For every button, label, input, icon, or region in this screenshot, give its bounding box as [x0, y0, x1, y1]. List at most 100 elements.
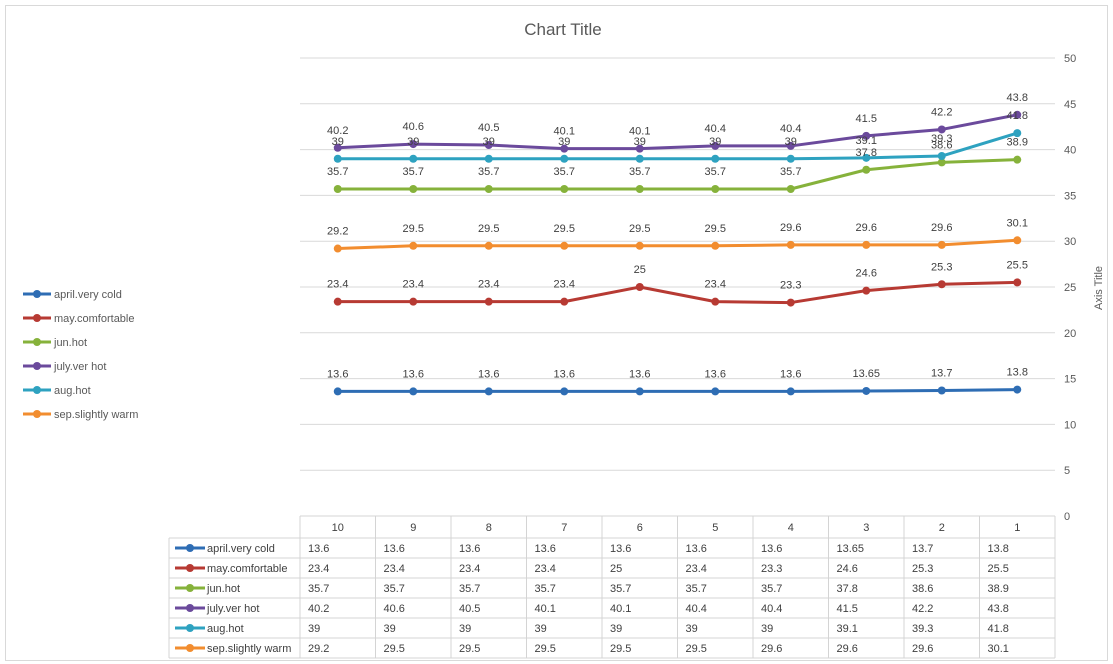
table-legend-marker	[186, 644, 194, 652]
data-point	[635, 283, 644, 291]
y-tick-label: 0	[1064, 511, 1070, 523]
data-label: 40.4	[780, 123, 801, 135]
data-point	[1013, 278, 1022, 287]
table-cell: 13.6	[535, 543, 556, 555]
y-tick-label: 5	[1064, 465, 1070, 477]
data-point	[560, 387, 569, 396]
data-point	[484, 387, 493, 396]
table-row: jun.hot 35.7 35.7 35.7 35.7 35.7 35.7 35.7 37.8 3…	[175, 583, 1009, 595]
data-point	[409, 154, 418, 163]
table-legend-marker	[186, 564, 194, 572]
data-label: 29.6	[856, 222, 877, 234]
y-tick-label: 20	[1064, 328, 1076, 340]
data-label: 13.6	[327, 368, 348, 380]
table-header-cell: 9	[410, 522, 416, 534]
series-line	[337, 113, 1018, 151]
table-cell: 41.8	[988, 623, 1009, 635]
data-point	[711, 141, 720, 150]
legend-item: april.very cold	[23, 289, 122, 301]
table-cell: 13.7	[912, 543, 933, 555]
data-label: 35.7	[554, 166, 575, 178]
table-cell: 39	[761, 623, 773, 635]
legend-marker	[33, 314, 41, 322]
data-point	[560, 297, 569, 306]
table-cell: 23.4	[384, 563, 405, 575]
table-cell: 35.7	[610, 583, 631, 595]
table-cell: 23.3	[761, 563, 782, 575]
table-row: aug.hot 39 39 39 39 39 39 39 39.1 39.3 41.8	[175, 623, 1009, 635]
table-cell: 38.9	[988, 583, 1009, 595]
table-row-label: jun.hot	[206, 583, 240, 595]
data-label: 35.7	[327, 166, 348, 178]
legend-label: july.ver hot	[53, 361, 106, 373]
data-label: 13.7	[931, 368, 952, 380]
table-cell: 29.5	[610, 643, 631, 655]
data-point	[862, 165, 871, 174]
chart-title: Chart Title	[524, 20, 601, 39]
data-point	[484, 184, 493, 193]
data-label: 40.6	[403, 121, 424, 133]
data-point	[862, 240, 871, 249]
data-label: 37.8	[856, 147, 877, 159]
table-cell: 13.8	[988, 543, 1009, 555]
table-header-cell: 3	[863, 522, 869, 534]
table-cell: 42.2	[912, 603, 933, 615]
data-label: 39	[634, 136, 646, 148]
data-point	[1013, 385, 1022, 394]
data-label: 39.3	[931, 133, 952, 145]
data-point	[937, 152, 946, 161]
table-header-cell: 7	[561, 522, 567, 534]
data-point	[862, 286, 871, 295]
data-label: 35.7	[403, 166, 424, 178]
data-label: 35.7	[780, 166, 801, 178]
table-row: july.ver hot 40.2 40.6 40.5 40.1 40.1 40.4 40.4…	[175, 603, 1009, 615]
data-label: 41.8	[1007, 110, 1028, 122]
data-point	[409, 297, 418, 306]
data-point	[409, 184, 418, 193]
gridlines	[300, 57, 1055, 471]
data-point	[711, 154, 720, 163]
data-label: 39	[558, 136, 570, 148]
data-point	[711, 184, 720, 193]
data-point	[937, 280, 946, 289]
legend: april.very cold may.comfortable jun.hot jul…	[23, 289, 138, 421]
data-point	[786, 184, 795, 193]
data-label: 29.5	[478, 223, 499, 235]
legend-marker	[33, 410, 41, 418]
table-row: april.very cold 13.6 13.6 13.6 13.6 13.6 13.6 1…	[175, 543, 1009, 555]
data-point	[333, 297, 342, 306]
data-label: 25.3	[931, 261, 952, 273]
table-row-label: sep.slightly warm	[207, 643, 291, 655]
table-cell: 39	[308, 623, 320, 635]
table-cell: 41.5	[837, 603, 858, 615]
data-labels: 13.6 13.6 13.6 13.6 13.6 13.6 13.6 13.65 13.7 13.…	[327, 92, 1028, 381]
data-label: 29.5	[403, 223, 424, 235]
data-point	[711, 387, 720, 396]
table-cell: 13.6	[384, 543, 405, 555]
data-point	[1013, 155, 1022, 164]
data-label: 29.5	[629, 223, 650, 235]
data-point	[635, 387, 644, 396]
table-cell: 39.3	[912, 623, 933, 635]
table-cell: 35.7	[686, 583, 707, 595]
data-point	[560, 154, 569, 163]
legend-marker	[33, 338, 41, 346]
data-label: 35.7	[478, 166, 499, 178]
chart-frame: Chart Title 0 5 10 15 20 25 30 35 40 45 50 Axis Ti…	[5, 5, 1108, 661]
series-lines	[333, 110, 1022, 396]
data-point	[409, 140, 418, 149]
data-label: 23.4	[403, 279, 424, 291]
table-cell: 13.65	[837, 543, 865, 555]
legend-label: may.comfortable	[54, 313, 135, 325]
data-point	[484, 297, 493, 306]
data-label: 35.7	[705, 166, 726, 178]
legend-marker	[33, 362, 41, 370]
table-cell: 13.6	[459, 543, 480, 555]
table-cell: 39	[459, 623, 471, 635]
data-label: 38.6	[931, 139, 952, 151]
table-cell: 35.7	[761, 583, 782, 595]
table-cell: 25.3	[912, 563, 933, 575]
table-cell: 43.8	[988, 603, 1009, 615]
table-cell: 25	[610, 563, 622, 575]
data-point	[1013, 236, 1022, 245]
